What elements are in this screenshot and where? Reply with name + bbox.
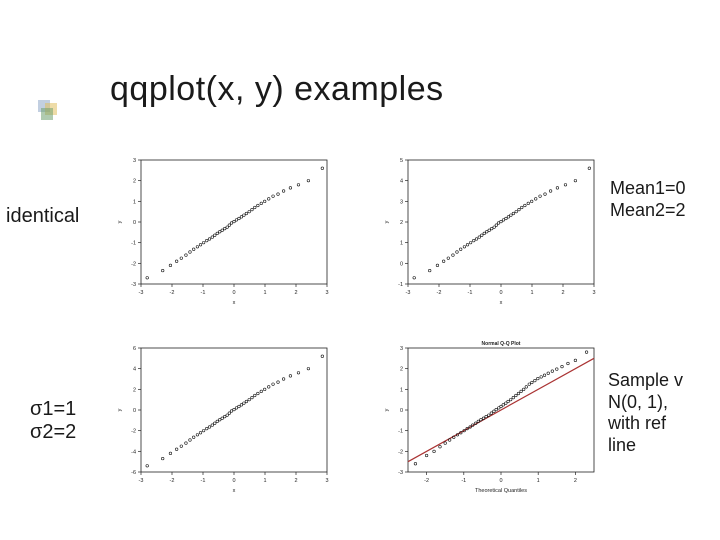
qqplot-normal-refline: -2 -1 0 1 2 -3 -2 -1 0 1 2 3 Theoretical Quantiles y N… — [380, 336, 600, 496]
svg-text:5: 5 — [400, 158, 403, 164]
svg-text:-3: -3 — [131, 282, 136, 288]
label-plot-2: Mean1=0 Mean2=2 — [610, 178, 686, 221]
svg-text:-1: -1 — [468, 290, 473, 296]
svg-text:1: 1 — [400, 241, 403, 247]
svg-text:6: 6 — [133, 346, 136, 352]
svg-text:3: 3 — [592, 290, 595, 296]
svg-text:y: y — [384, 220, 390, 223]
deco-square — [41, 108, 53, 120]
svg-text:2: 2 — [574, 478, 577, 484]
svg-text:0: 0 — [232, 478, 235, 484]
svg-text:2: 2 — [294, 478, 297, 484]
svg-text:2: 2 — [400, 367, 403, 373]
svg-text:-6: -6 — [131, 470, 136, 476]
svg-text:0: 0 — [400, 408, 403, 414]
svg-text:-3: -3 — [139, 478, 144, 484]
svg-text:2: 2 — [294, 290, 297, 296]
qqplot-mean-shift: -3 -2 -1 0 1 2 3 -1 0 1 2 3 4 5 x y — [380, 148, 600, 308]
svg-text:0: 0 — [499, 290, 502, 296]
svg-text:3: 3 — [133, 158, 136, 164]
svg-text:-3: -3 — [398, 470, 403, 476]
svg-text:0: 0 — [499, 478, 502, 484]
svg-text:1: 1 — [400, 387, 403, 393]
svg-text:0: 0 — [232, 290, 235, 296]
svg-text:4: 4 — [400, 179, 403, 185]
svg-text:3: 3 — [400, 199, 403, 205]
svg-text:1: 1 — [133, 199, 136, 205]
svg-text:0: 0 — [133, 220, 136, 226]
svg-text:y: y — [117, 220, 123, 223]
svg-text:1: 1 — [537, 478, 540, 484]
svg-text:-1: -1 — [201, 478, 206, 484]
svg-text:Theoretical Quantiles: Theoretical Quantiles — [475, 488, 527, 494]
svg-text:1: 1 — [530, 290, 533, 296]
svg-text:-2: -2 — [170, 478, 175, 484]
svg-text:1: 1 — [263, 290, 266, 296]
svg-text:1: 1 — [263, 478, 266, 484]
qqplot-identical: -3 -2 -1 0 1 2 3 -3 -2 -1 0 1 2 3 x y — [113, 148, 333, 308]
svg-text:0: 0 — [400, 261, 403, 267]
svg-text:x: x — [233, 488, 236, 494]
svg-text:-2: -2 — [398, 449, 403, 455]
svg-text:x: x — [233, 300, 236, 306]
svg-text:3: 3 — [325, 290, 328, 296]
svg-text:2: 2 — [400, 220, 403, 226]
svg-text:-2: -2 — [131, 261, 136, 267]
svg-text:Normal Q-Q Plot: Normal Q-Q Plot — [482, 341, 521, 347]
svg-text:4: 4 — [133, 367, 136, 373]
svg-text:2: 2 — [133, 179, 136, 185]
label-plot-1: identical — [6, 205, 79, 228]
svg-text:-1: -1 — [398, 429, 403, 435]
svg-text:2: 2 — [133, 387, 136, 393]
svg-text:2: 2 — [561, 290, 564, 296]
qqplot-sigma-shift: -3 -2 -1 0 1 2 3 -6 -4 -2 0 2 4 6 x y — [113, 336, 333, 496]
svg-text:3: 3 — [400, 346, 403, 352]
svg-text:-2: -2 — [424, 478, 429, 484]
svg-text:-1: -1 — [131, 241, 136, 247]
svg-text:y: y — [384, 408, 390, 411]
page-title: qqplot(x, y) examples — [110, 70, 444, 109]
label-plot-3: σ1=1 σ2=2 — [30, 398, 76, 444]
svg-text:3: 3 — [325, 478, 328, 484]
title-bullet-decoration — [38, 100, 56, 118]
svg-text:-3: -3 — [139, 290, 144, 296]
svg-text:y: y — [117, 408, 123, 411]
svg-text:-1: -1 — [398, 282, 403, 288]
svg-text:-2: -2 — [131, 429, 136, 435]
label-plot-4: Sample v N(0, 1), with ref line — [608, 370, 683, 456]
svg-text:-1: -1 — [461, 478, 466, 484]
svg-text:x: x — [500, 300, 503, 306]
svg-text:0: 0 — [133, 408, 136, 414]
svg-text:-3: -3 — [406, 290, 411, 296]
svg-text:-2: -2 — [437, 290, 442, 296]
svg-text:-2: -2 — [170, 290, 175, 296]
svg-text:-4: -4 — [131, 449, 136, 455]
svg-text:-1: -1 — [201, 290, 206, 296]
